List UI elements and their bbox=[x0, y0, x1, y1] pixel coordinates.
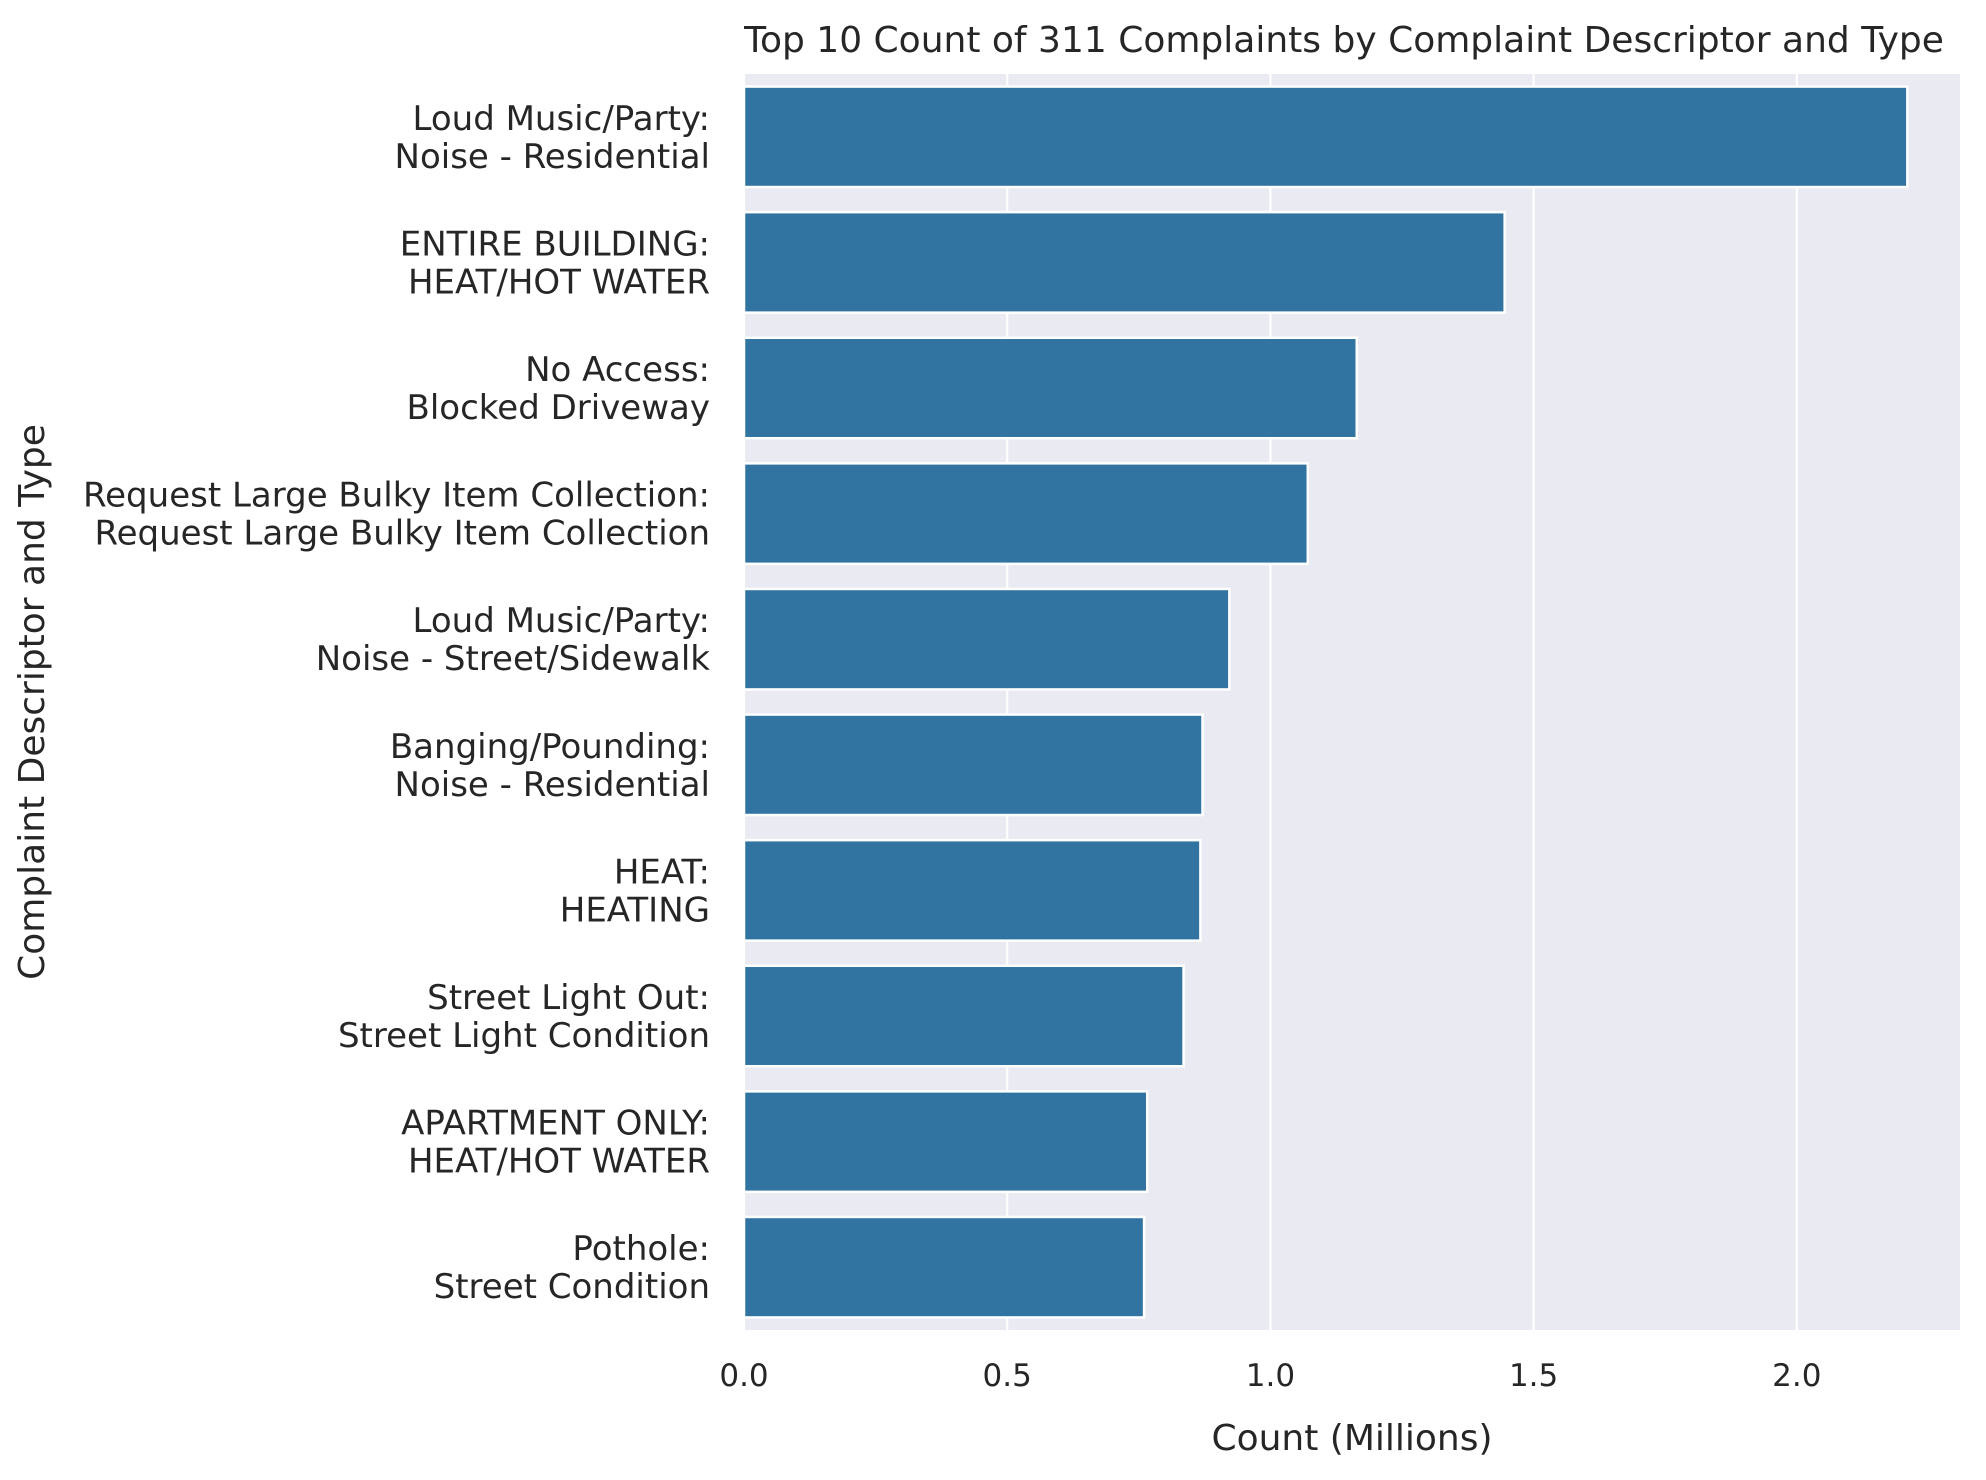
bar bbox=[742, 838, 1202, 942]
category-label-line: APARTMENT ONLY: bbox=[401, 1104, 710, 1144]
bar bbox=[742, 1090, 1149, 1194]
bar bbox=[742, 1215, 1146, 1319]
category-label-line: Request Large Bulky Item Collection: bbox=[83, 476, 710, 516]
category-label-line: Request Large Bulky Item Collection bbox=[95, 514, 711, 554]
x-tick-label: 1.0 bbox=[1246, 1358, 1295, 1394]
category-label: Loud Music/Party: Noise - Residential bbox=[395, 99, 710, 177]
category-label-line: Loud Music/Party: bbox=[413, 99, 711, 139]
category-label: No Access: Blocked Driveway bbox=[407, 350, 710, 428]
category-label-line: Street Light Condition bbox=[338, 1016, 710, 1056]
category-label-line: HEAT/HOT WATER bbox=[408, 262, 710, 302]
category-label-line: HEAT/HOT WATER bbox=[408, 1142, 710, 1182]
category-label-line: Noise - Residential bbox=[395, 137, 710, 177]
bar bbox=[742, 964, 1185, 1068]
category-label: HEAT: HEATING bbox=[560, 852, 710, 930]
chart-title: Top 10 Count of 311 Complaints by Compla… bbox=[743, 20, 1944, 61]
x-tick-labels: 0.0 0.5 1.0 1.5 2.0 bbox=[719, 1358, 1821, 1394]
category-label-line: HEAT: bbox=[614, 852, 710, 892]
bar bbox=[742, 210, 1506, 314]
category-label: APARTMENT ONLY: HEAT/HOT WATER bbox=[401, 1104, 710, 1182]
x-tick-label: 0.0 bbox=[719, 1358, 768, 1394]
category-label-line: Blocked Driveway bbox=[407, 388, 710, 428]
category-labels: Loud Music/Party: Noise - ResidentialENTI… bbox=[83, 99, 710, 1307]
category-label-line: No Access: bbox=[525, 350, 710, 390]
category-label: Request Large Bulky Item Collection: Requ… bbox=[83, 476, 710, 554]
category-label-line: Loud Music/Party: bbox=[413, 601, 711, 641]
bar bbox=[742, 587, 1231, 691]
x-tick-label: 1.5 bbox=[1509, 1358, 1558, 1394]
category-label-line: Noise - Street/Sidewalk bbox=[316, 639, 711, 679]
y-axis-title: Complaint Descriptor and Type bbox=[12, 424, 53, 980]
bar bbox=[742, 462, 1310, 566]
category-label-line: Street Light Out: bbox=[427, 978, 710, 1018]
category-label-line: HEATING bbox=[560, 890, 710, 930]
category-label-line: Noise - Residential bbox=[395, 765, 710, 805]
category-label: Street Light Out: Street Light Condition bbox=[338, 978, 710, 1056]
category-label: Pothole: Street Condition bbox=[434, 1229, 710, 1307]
x-tick-label: 0.5 bbox=[983, 1358, 1032, 1394]
bar bbox=[742, 336, 1358, 440]
category-label-line: Banging/Pounding: bbox=[390, 727, 710, 767]
category-label-line: ENTIRE BUILDING: bbox=[400, 224, 710, 264]
category-label-line: Street Condition bbox=[434, 1267, 710, 1307]
bars bbox=[742, 85, 1909, 1319]
category-label: Loud Music/Party: Noise - Street/Sidewalk bbox=[316, 601, 711, 679]
category-label: ENTIRE BUILDING: HEAT/HOT WATER bbox=[400, 224, 710, 302]
x-tick-label: 2.0 bbox=[1772, 1358, 1821, 1394]
category-label-line: Pothole: bbox=[572, 1229, 710, 1269]
category-label: Banging/Pounding: Noise - Residential bbox=[390, 727, 710, 805]
bar bbox=[742, 85, 1909, 189]
x-axis-title: Count (Millions) bbox=[1211, 1418, 1492, 1459]
bar bbox=[742, 713, 1204, 817]
